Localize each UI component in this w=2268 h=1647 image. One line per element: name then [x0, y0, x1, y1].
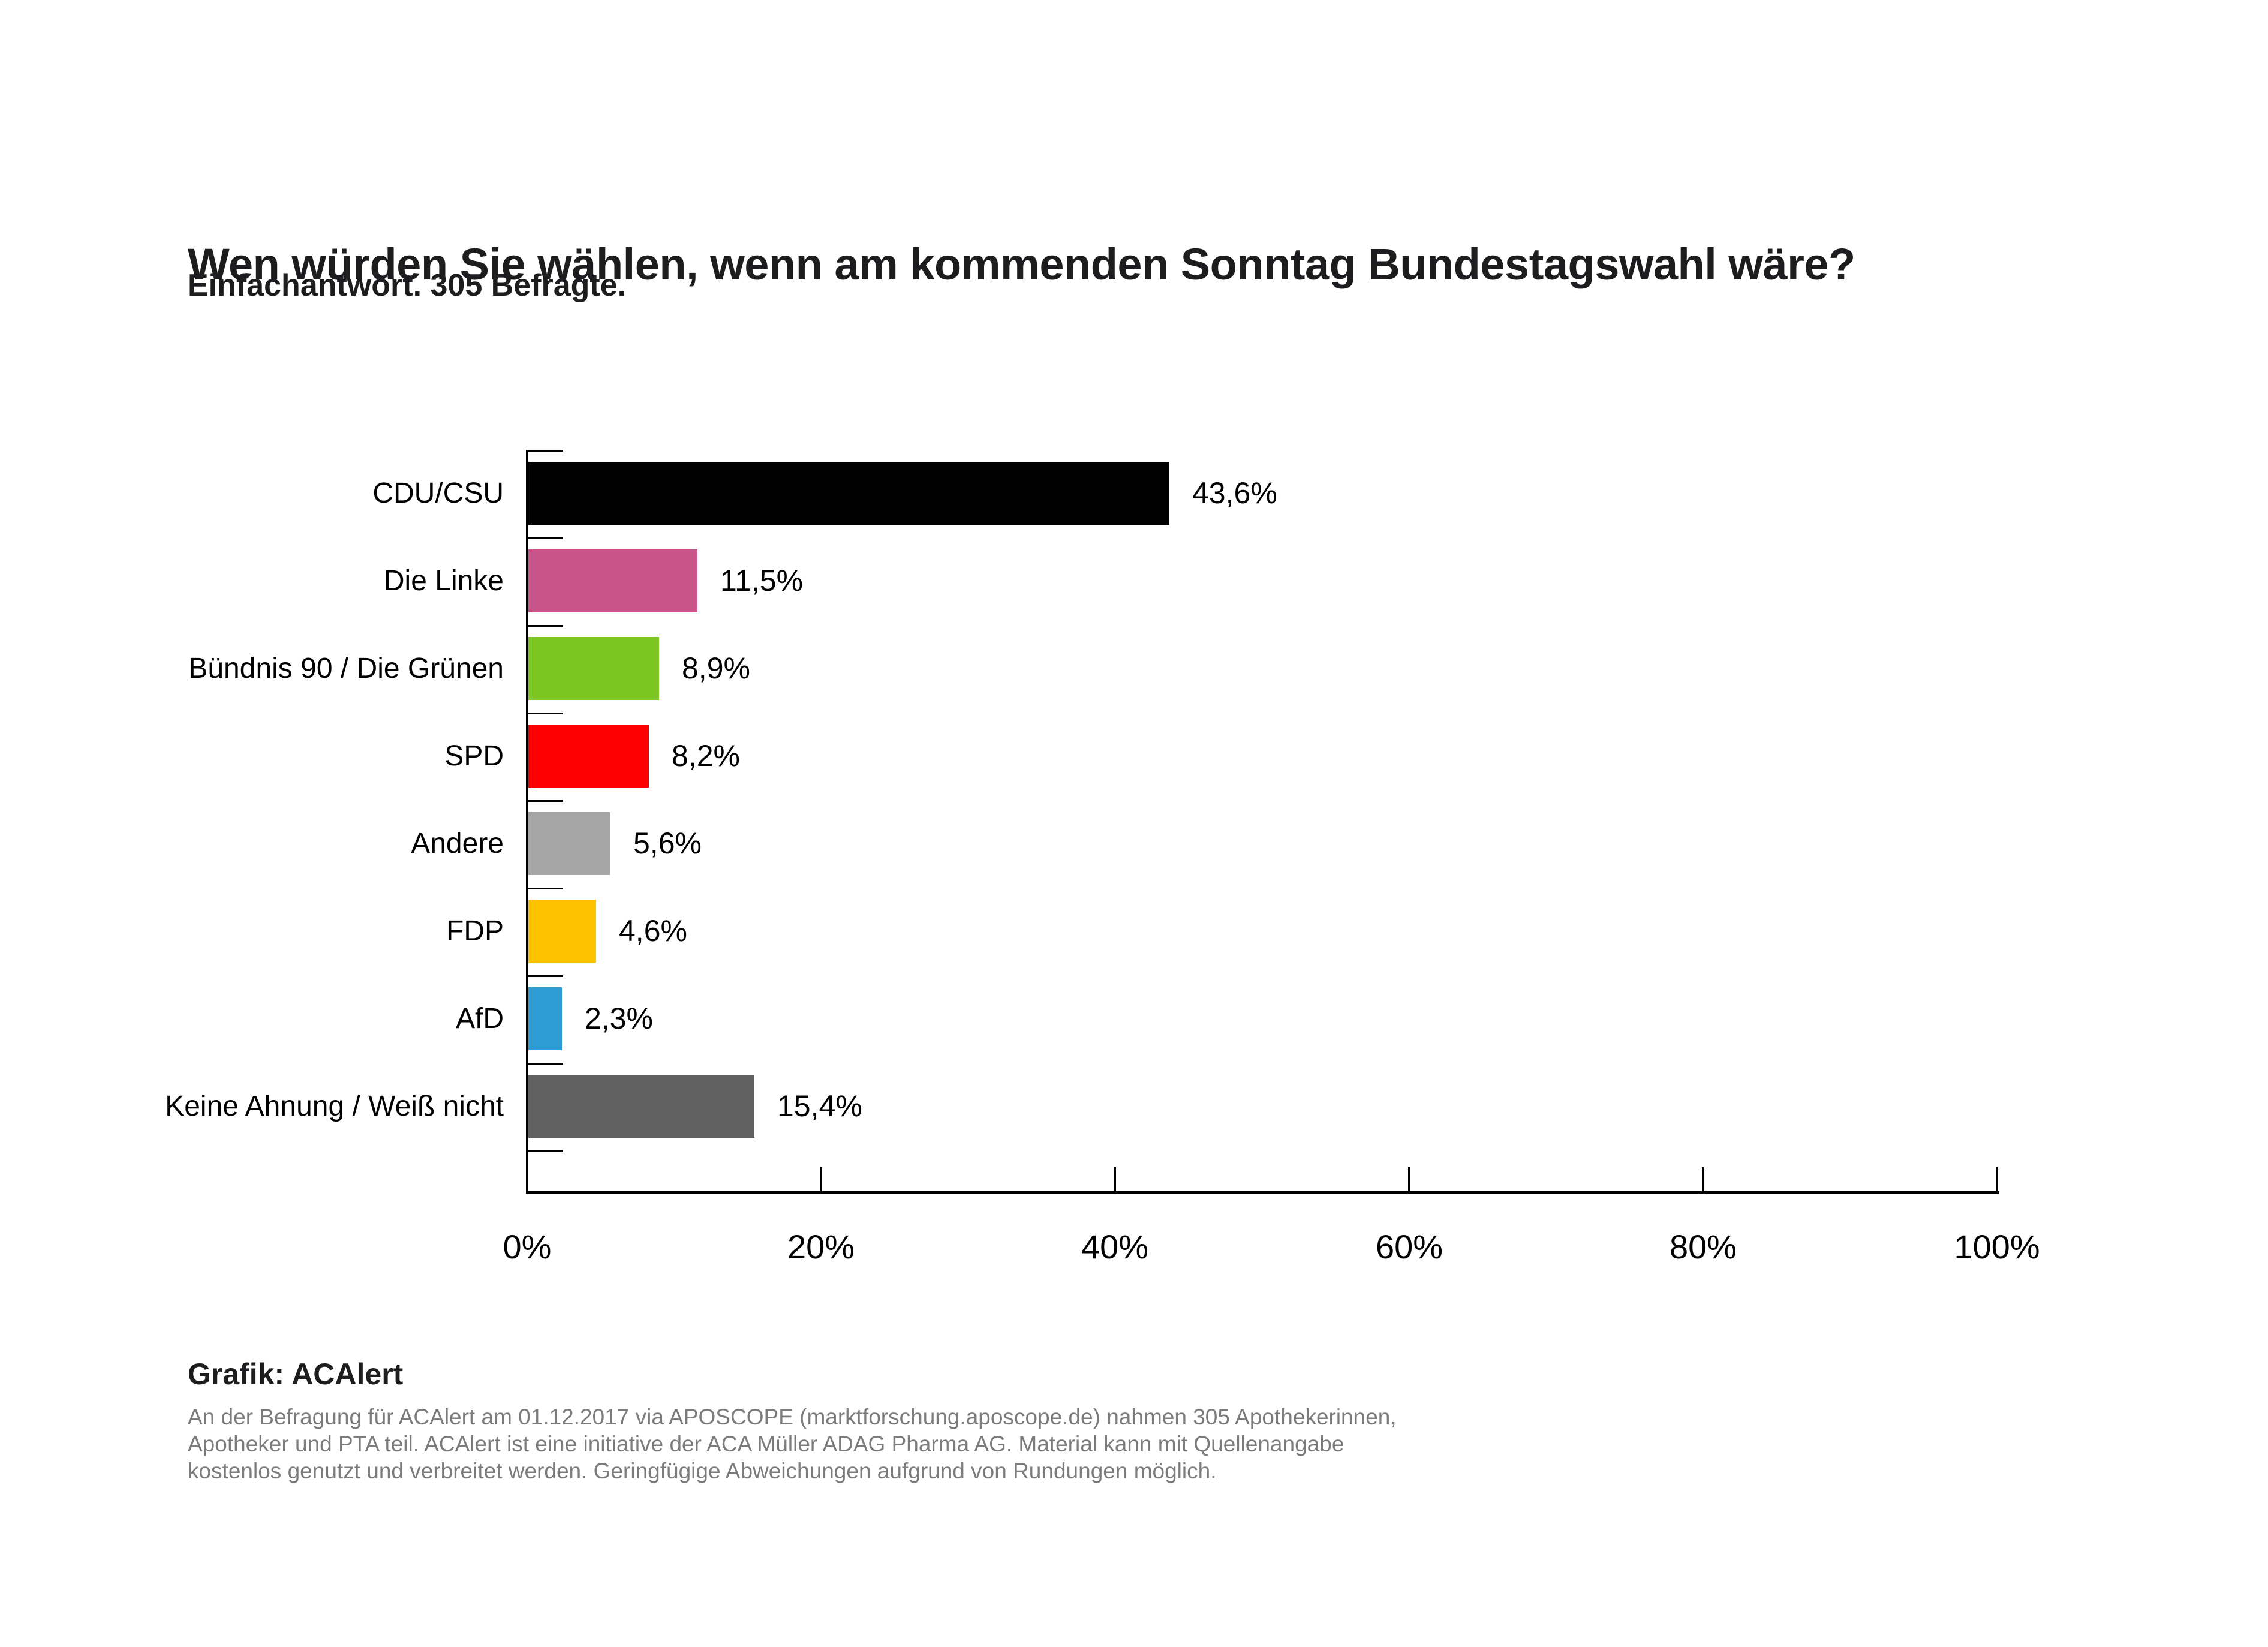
- bar-afd: [528, 987, 562, 1050]
- bar-buendnis90-die-gruenen: [528, 637, 659, 700]
- bar-row: CDU/CSU 43,6%: [0, 462, 2268, 525]
- bar-die-linke: [528, 549, 697, 612]
- chart-subtitle: Einfachantwort. 305 Befragte.: [188, 268, 627, 303]
- bar-row: Die Linke 11,5%: [0, 549, 2268, 612]
- category-tick: [526, 450, 563, 452]
- x-axis-label: 80%: [1669, 1228, 1737, 1266]
- bar-row: FDP 4,6%: [0, 900, 2268, 963]
- bar-row: SPD 8,2%: [0, 725, 2268, 788]
- bar-row: Andere 5,6%: [0, 812, 2268, 875]
- category-label: FDP: [446, 915, 504, 947]
- value-label: 43,6%: [1192, 476, 1277, 510]
- category-tick: [526, 1150, 563, 1152]
- category-label: Bündnis 90 / Die Grünen: [188, 653, 504, 684]
- bar-cdu-csu: [528, 462, 1169, 525]
- category-label: Die Linke: [383, 565, 504, 597]
- category-tick: [526, 625, 563, 627]
- category-tick: [526, 1063, 563, 1065]
- value-label: 4,6%: [619, 914, 687, 948]
- value-label: 2,3%: [585, 1002, 653, 1035]
- footnote-text: An der Befragung für ACAlert am 01.12.20…: [188, 1405, 1397, 1483]
- y-axis-line: [526, 450, 528, 1192]
- x-axis-label: 20%: [787, 1228, 855, 1266]
- category-label: SPD: [444, 740, 504, 772]
- category-tick: [526, 537, 563, 539]
- bar-spd: [528, 725, 649, 788]
- x-axis-tick: [1996, 1167, 1998, 1191]
- x-axis-label: 100%: [1954, 1228, 2040, 1266]
- value-label: 8,9%: [682, 651, 750, 685]
- x-axis-tick: [1408, 1167, 1410, 1191]
- category-label: Andere: [411, 828, 504, 859]
- category-label: AfD: [455, 1003, 504, 1035]
- x-axis-label: 60%: [1375, 1228, 1443, 1266]
- x-axis-line: [526, 1191, 1999, 1194]
- category-tick: [526, 975, 563, 977]
- value-label: 5,6%: [633, 826, 702, 860]
- value-label: 15,4%: [777, 1089, 862, 1123]
- category-tick: [526, 888, 563, 889]
- bar-row: Keine Ahnung / Weiß nicht 15,4%: [0, 1075, 2268, 1138]
- x-axis-label: 0%: [503, 1228, 552, 1266]
- bar-fdp: [528, 900, 596, 963]
- category-tick: [526, 800, 563, 802]
- bar-row: AfD 2,3%: [0, 987, 2268, 1050]
- bar-andere: [528, 812, 610, 875]
- credit-line: Grafik: ACAlert: [188, 1357, 404, 1391]
- x-axis-tick: [1114, 1167, 1116, 1191]
- page-title: Wen würden Sie wählen, wenn am kommenden…: [188, 239, 1855, 289]
- value-label: 11,5%: [720, 564, 804, 597]
- x-axis-label: 40%: [1081, 1228, 1149, 1266]
- category-tick: [526, 713, 563, 714]
- bar-keine-ahnung-weiss-nicht: [528, 1075, 754, 1138]
- x-axis-tick: [1702, 1167, 1704, 1191]
- category-label: CDU/CSU: [372, 477, 504, 509]
- x-axis-tick: [820, 1167, 822, 1191]
- bar-row: Bündnis 90 / Die Grünen 8,9%: [0, 637, 2268, 700]
- value-label: 8,2%: [672, 739, 740, 773]
- category-label: Keine Ahnung / Weiß nicht: [165, 1090, 504, 1122]
